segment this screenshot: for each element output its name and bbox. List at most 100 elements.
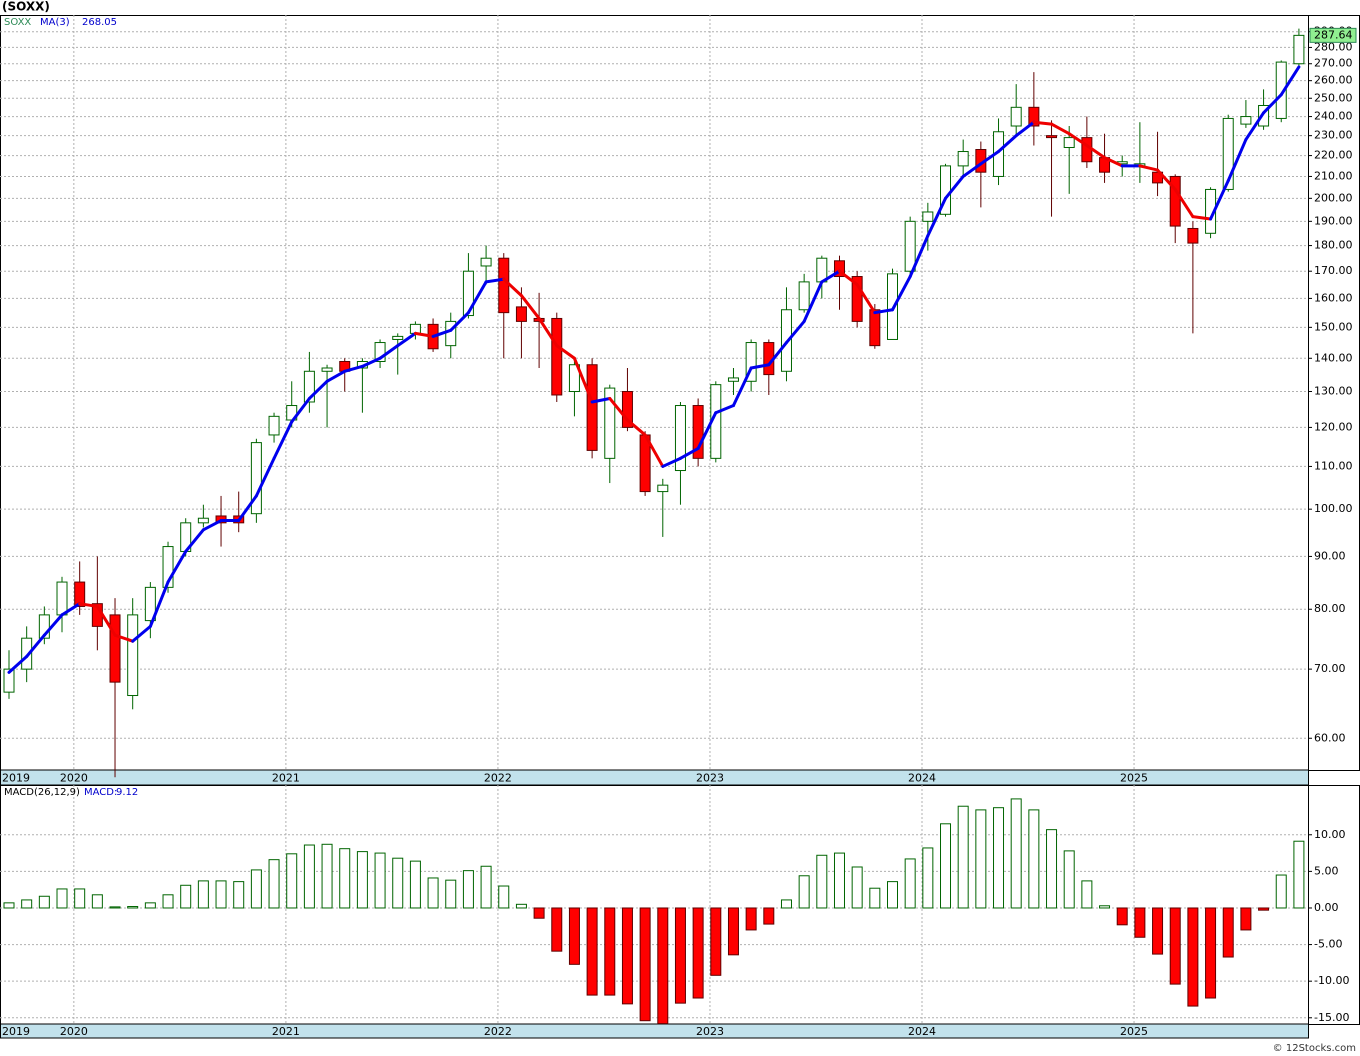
ma-line [979, 150, 1001, 166]
ma-line [572, 356, 594, 404]
macd-bar [74, 888, 86, 909]
candle-body [1275, 61, 1287, 119]
macd-bar [162, 894, 174, 909]
candle-body [303, 370, 315, 403]
ma-line [873, 308, 894, 315]
macd-bar [1222, 907, 1234, 958]
ma-line [307, 379, 329, 400]
x-tick-label: 2020 [60, 1025, 88, 1038]
macd-bar [1010, 798, 1022, 909]
candle-body [1028, 106, 1040, 127]
candle-body [727, 377, 739, 382]
ma-line [78, 602, 99, 608]
macd-bar [851, 866, 863, 909]
candle-body [38, 614, 50, 639]
ma-line [661, 456, 682, 468]
candle-body [568, 364, 580, 393]
ma-line [1103, 156, 1124, 168]
ma-line [944, 174, 965, 200]
macd-bar [1028, 809, 1040, 909]
candle-body [268, 415, 280, 436]
candle-body [515, 306, 527, 322]
y-tick-label: 280.00 [1314, 40, 1353, 53]
y-tick-label: 180.00 [1314, 239, 1353, 252]
y-tick-label: 10.00 [1314, 828, 1346, 841]
ma-line [1085, 144, 1107, 160]
macd-bar [56, 888, 68, 909]
legend-macd-name: MACD(26,12,9) [4, 787, 80, 798]
macd-bar [180, 884, 192, 909]
ma-line [519, 294, 541, 320]
panel-frame [0, 15, 1360, 771]
candle-body [745, 342, 757, 382]
candle-body [657, 484, 669, 493]
macd-bar [639, 907, 651, 1022]
ma-line [555, 344, 576, 360]
ma-line [1138, 164, 1160, 172]
ma-line [42, 613, 64, 637]
ma-line [608, 396, 629, 422]
candle-body [957, 151, 969, 167]
ma-line [148, 580, 170, 628]
y-tick-label: 130.00 [1314, 385, 1353, 398]
macd-bar [745, 907, 757, 931]
candle-body [56, 581, 68, 616]
candle-body [462, 270, 474, 317]
candle-body [1187, 227, 1199, 244]
ma-line [237, 494, 258, 523]
candle-body [1258, 104, 1270, 127]
macd-bar [1293, 840, 1305, 909]
y-tick-label: 150.00 [1314, 320, 1353, 333]
macd-bar [233, 881, 245, 909]
candle-body [621, 391, 633, 428]
ma-line [625, 418, 647, 437]
x-tick-label: 2021 [272, 772, 300, 785]
macd-bar [692, 907, 704, 999]
ma-line [590, 396, 612, 404]
x-tick-label: 2024 [908, 1025, 936, 1038]
ma-line [7, 654, 29, 674]
y-tick-label: 60.00 [1314, 731, 1346, 744]
ma-line [343, 364, 364, 373]
y-tick-label: 270.00 [1314, 57, 1353, 70]
ma-line [360, 356, 382, 368]
ma-line [254, 456, 276, 498]
x-tick-label: 2025 [1120, 772, 1148, 785]
ma-line [696, 411, 718, 450]
ma-line [449, 311, 470, 332]
macd-bar [1240, 907, 1252, 931]
candle-body [1293, 34, 1305, 65]
ma-line [820, 269, 841, 284]
y-tick-label: 250.00 [1314, 91, 1353, 104]
macd-bar [798, 875, 810, 909]
candle-body [922, 211, 934, 222]
ma-line [767, 341, 788, 367]
y-tick-label: 160.00 [1314, 291, 1353, 304]
macd-bar [374, 852, 386, 909]
candle-body [904, 220, 916, 272]
candle-body [692, 405, 704, 459]
y-tick-label: 0.00 [1314, 901, 1339, 914]
macd-bar [21, 899, 33, 909]
macd-bar [904, 858, 916, 909]
ma-line [961, 162, 983, 178]
candle-body [1240, 116, 1252, 125]
macd-bar [957, 805, 969, 909]
candle-body [1010, 106, 1022, 127]
ma-line [60, 602, 82, 617]
macd-bar [462, 870, 474, 909]
y-tick-label: -15.00 [1314, 1011, 1349, 1024]
candle-body [74, 581, 86, 607]
macd-bar [392, 857, 404, 909]
y-tick-label: 260.00 [1314, 74, 1353, 87]
candle-body [833, 260, 845, 278]
macd-bar [250, 869, 262, 909]
footer: © 12Stocks.com [1273, 1043, 1356, 1054]
macd-bar [480, 865, 492, 909]
x-tick-label: 2023 [696, 772, 724, 785]
ma-line [537, 316, 559, 348]
macd-bar [533, 907, 545, 919]
y-tick-label: 140.00 [1314, 351, 1353, 364]
candle-body [127, 614, 139, 697]
